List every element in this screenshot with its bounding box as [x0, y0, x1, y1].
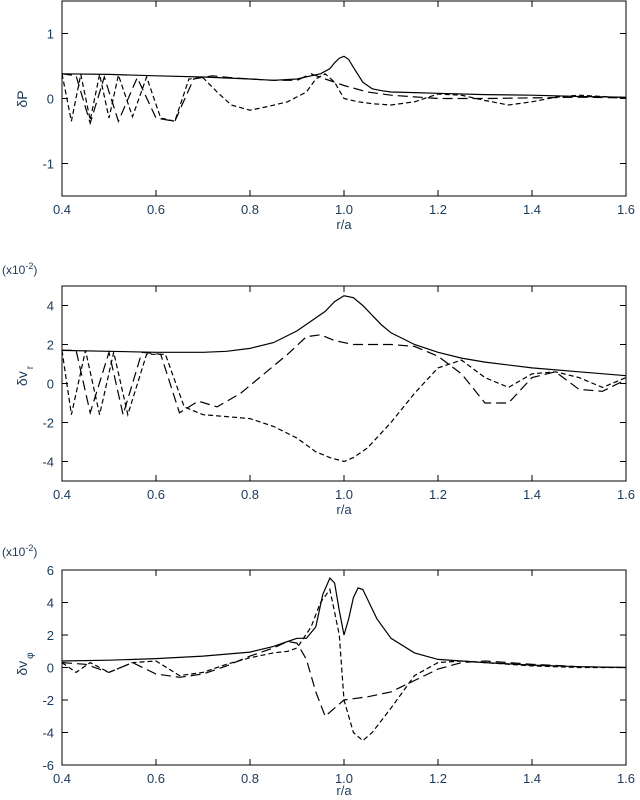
series-line-longdash — [61, 73, 627, 126]
y-tick-label: -4 — [42, 726, 54, 741]
series-line-dashed — [61, 350, 627, 463]
series-line-dashed — [61, 588, 626, 742]
x-tick-label: 1.0 — [335, 771, 353, 786]
x-axis-label: r/a — [336, 783, 352, 798]
scale-note: (x10-2) — [2, 261, 37, 277]
y-tick-labels: -1 0 1 — [42, 27, 54, 172]
y-tick-label: 0 — [47, 377, 54, 392]
y-axis-label: δvφ — [14, 652, 36, 676]
plot-frame — [61, 285, 627, 482]
plot-frame — [61, 569, 627, 766]
x-tick-label: 1.0 — [335, 202, 353, 217]
x-tick-label: 0.8 — [241, 771, 259, 786]
y-tick-label: -4 — [42, 455, 54, 470]
y-tick-label: -2 — [42, 693, 54, 708]
y-tick-label: 6 — [47, 563, 54, 578]
x-tick-label: 0.8 — [241, 487, 259, 502]
scale-note: (x10-2) — [2, 543, 37, 559]
x-tick-label: 0.6 — [147, 771, 165, 786]
x-tick-labels: 0.4 0.6 0.8 1.0 1.2 1.4 1.6 — [53, 771, 635, 786]
tick-marks — [61, 286, 627, 481]
y-tick-label: 4 — [47, 299, 54, 314]
x-tick-label: 1.6 — [617, 771, 635, 786]
tick-marks — [61, 569, 627, 766]
x-tick-label: 0.4 — [53, 771, 71, 786]
x-tick-label: 1.4 — [523, 487, 541, 502]
y-tick-label: 0 — [47, 661, 54, 676]
series-line-longdash — [62, 334, 627, 418]
x-tick-label: 0.4 — [53, 202, 71, 217]
x-tick-label: 1.0 — [335, 487, 353, 502]
x-tick-labels: 0.4 0.6 0.8 1.0 1.2 1.4 1.6 — [53, 487, 635, 502]
x-axis-label: r/a — [336, 502, 352, 517]
x-tick-label: 1.2 — [429, 771, 447, 786]
x-tick-label: 1.4 — [523, 771, 541, 786]
series-line-solid — [61, 295, 627, 377]
y-tick-labels: -6 -4 -2 0 2 4 6 — [42, 563, 54, 773]
x-tick-label: 1.4 — [523, 202, 541, 217]
panel-azimuthal-velocity: (x10-2) 0.4 0.6 0.8 1.0 1.2 1.4 1.6 -6 -4 -2 0 2 4 6… — [2, 543, 635, 798]
series-group — [61, 55, 627, 126]
y-tick-label: -2 — [42, 416, 54, 431]
x-tick-label: 1.2 — [429, 202, 447, 217]
panel-pressure: 0.4 0.6 0.8 1.0 1.2 1.4 1.6 -1 0 1 r/a δP — [14, 0, 635, 232]
y-axis-label: δvr — [14, 365, 36, 386]
tick-marks — [61, 1, 627, 196]
x-tick-labels: 0.4 0.6 0.8 1.0 1.2 1.4 1.6 — [53, 202, 635, 217]
x-tick-label: 0.6 — [147, 202, 165, 217]
x-tick-label: 1.6 — [617, 487, 635, 502]
y-tick-label: 2 — [47, 338, 54, 353]
x-tick-label: 1.2 — [429, 487, 447, 502]
series-line-dashed — [61, 72, 627, 123]
x-tick-label: 1.6 — [617, 202, 635, 217]
series-line-longdash — [61, 640, 627, 718]
y-tick-label: 0 — [47, 92, 54, 107]
series-group — [61, 577, 627, 742]
y-tick-label: 2 — [47, 628, 54, 643]
panel-radial-velocity: (x10-2) 0.4 0.6 0.8 1.0 1.2 1.4 1.6 -4 -2 0 2 4 r/… — [2, 261, 635, 517]
y-tick-label: -6 — [42, 758, 54, 773]
y-tick-label: 4 — [47, 596, 54, 611]
x-axis-label: r/a — [336, 217, 352, 232]
series-line-solid — [61, 577, 627, 669]
series-line-solid — [61, 55, 627, 98]
y-axis-label: δP — [14, 90, 30, 107]
y-tick-labels: -4 -2 0 2 4 — [42, 299, 54, 470]
x-tick-label: 0.8 — [241, 202, 259, 217]
y-tick-label: 1 — [47, 27, 54, 42]
y-tick-label: -1 — [42, 157, 54, 172]
series-group — [61, 295, 627, 463]
x-tick-label: 0.4 — [53, 487, 71, 502]
x-tick-label: 0.6 — [147, 487, 165, 502]
